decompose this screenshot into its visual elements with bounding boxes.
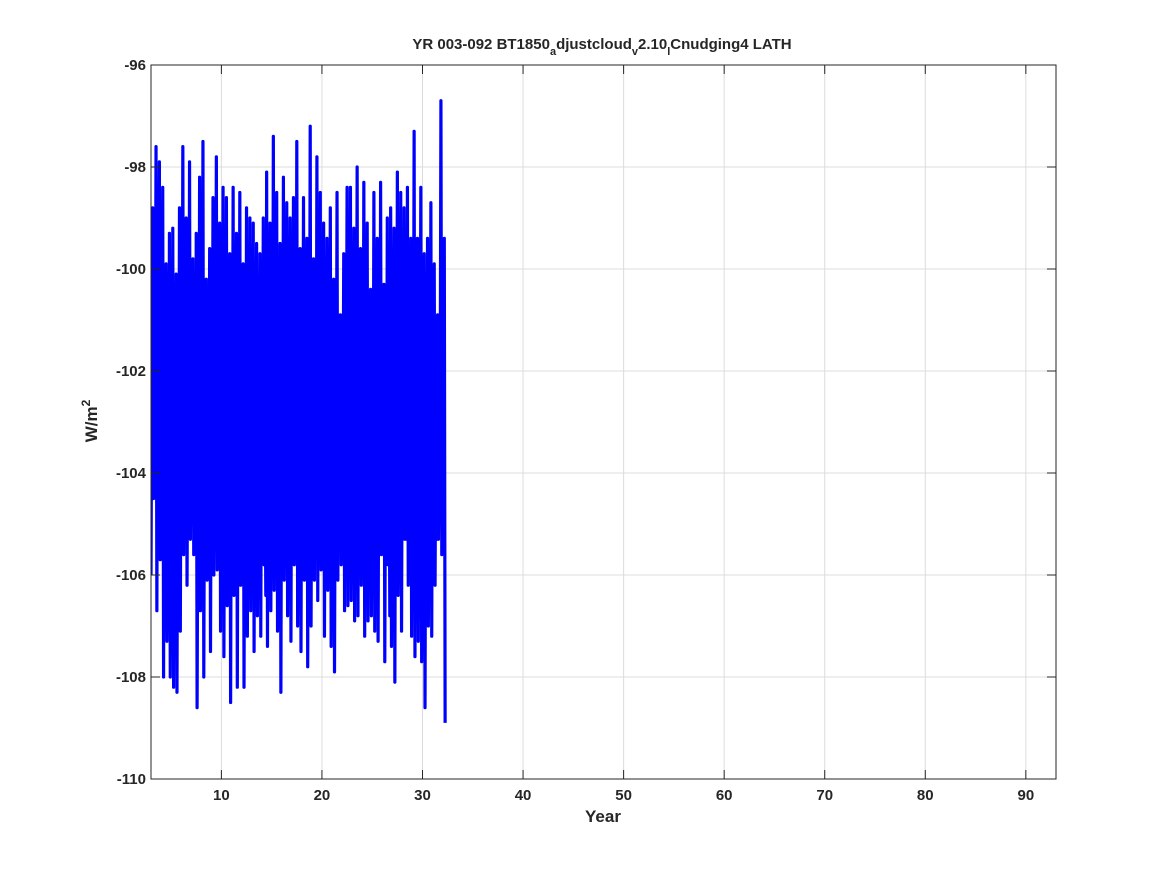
y-tick-label: -98 bbox=[124, 159, 146, 176]
x-tick-label: 40 bbox=[515, 787, 532, 804]
y-axis: -110 -108 -106 -104 -102 -100 -98 -96 bbox=[116, 57, 1056, 788]
y-tick-label: -104 bbox=[116, 465, 147, 482]
x-tick-label: 90 bbox=[1017, 787, 1034, 804]
x-tick-label: 50 bbox=[615, 787, 632, 804]
y-axis-label-base: W/m bbox=[82, 406, 101, 442]
chart-title-part: a bbox=[550, 46, 557, 58]
chart-title-part: v bbox=[632, 46, 639, 58]
y-axis-label-superscript: 2 bbox=[79, 399, 93, 406]
y-tick-label: -100 bbox=[116, 261, 146, 278]
x-tick-label: 70 bbox=[816, 787, 833, 804]
chart-title-part: djustcloud bbox=[556, 36, 632, 53]
series-line bbox=[151, 99, 447, 723]
y-tick-label: -108 bbox=[116, 669, 146, 686]
chart-title-part: l bbox=[667, 46, 670, 58]
y-tick-label: -96 bbox=[124, 57, 146, 74]
x-tick-label: 20 bbox=[314, 787, 331, 804]
y-axis-label: W/m2 bbox=[79, 399, 101, 442]
chart-title: YR 003-092 BT1850adjustcloudv2.10lCnudgi… bbox=[412, 36, 791, 58]
chart-title-part: Cnudging4 LATH bbox=[670, 36, 791, 53]
chart-title-part: YR 003-092 BT1850 bbox=[412, 36, 550, 53]
chart-title-part: 2.10 bbox=[638, 36, 667, 53]
x-axis-label: Year bbox=[585, 807, 621, 826]
x-tick-label: 30 bbox=[414, 787, 431, 804]
x-tick-label: 60 bbox=[716, 787, 733, 804]
x-tick-label: 10 bbox=[213, 787, 230, 804]
plot-frame bbox=[150, 64, 1057, 780]
x-tick-label: 80 bbox=[917, 787, 934, 804]
y-tick-label: -102 bbox=[116, 363, 146, 380]
y-tick-label: -110 bbox=[117, 771, 146, 788]
y-tick-label: -106 bbox=[116, 567, 146, 584]
x-axis: 10 20 30 40 50 60 70 80 90 bbox=[213, 65, 1034, 804]
